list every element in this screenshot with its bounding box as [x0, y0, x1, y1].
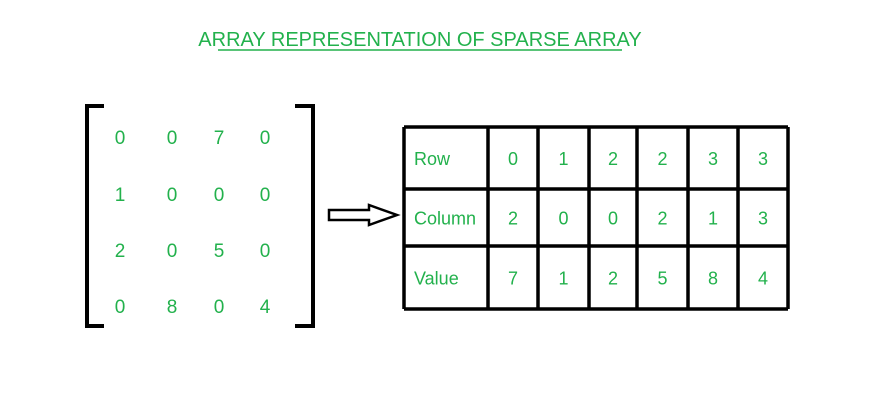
matrix-cell: 0	[214, 185, 225, 206]
table-cell: 0	[508, 149, 518, 169]
table-cell: 2	[657, 209, 667, 229]
matrix-cell: 0	[260, 185, 271, 206]
table-cell: 3	[758, 149, 768, 169]
table-cell: 2	[608, 269, 618, 289]
table-cell: 4	[758, 269, 768, 289]
table-cell: 2	[508, 209, 518, 229]
table-row-label: Value	[414, 269, 459, 289]
matrix-cell: 5	[214, 241, 225, 262]
sparse-matrix: 0 0 7 0 1 0 0 0 2 0 5 0 0 8 0 4	[115, 128, 271, 318]
table-cell: 2	[608, 149, 618, 169]
right-bracket	[295, 104, 315, 328]
table-row-label: Column	[414, 209, 476, 229]
table-cell: 1	[558, 149, 568, 169]
table-cell: 7	[508, 269, 518, 289]
table-cell: 0	[558, 209, 568, 229]
matrix-cell: 0	[167, 128, 178, 149]
matrix-cell: 0	[115, 297, 126, 318]
matrix-cell: 7	[214, 128, 225, 149]
matrix-cell: 8	[167, 297, 178, 318]
matrix-cell: 2	[115, 241, 126, 262]
matrix-cell: 0	[167, 241, 178, 262]
matrix-cell: 0	[260, 128, 271, 149]
matrix-brackets	[85, 104, 315, 328]
left-bracket	[85, 104, 104, 328]
matrix-cell: 0	[115, 128, 126, 149]
matrix-cell: 4	[260, 297, 271, 318]
table-cell: 3	[708, 149, 718, 169]
matrix-cell: 0	[214, 297, 225, 318]
table-cell: 5	[657, 269, 667, 289]
table-cell: 1	[558, 269, 568, 289]
right-arrow-icon	[327, 203, 401, 227]
matrix-cell: 0	[260, 241, 271, 262]
table-row-label: Row	[414, 149, 451, 169]
table-cell: 1	[708, 209, 718, 229]
matrix-cell: 1	[115, 185, 126, 206]
table-cell: 3	[758, 209, 768, 229]
matrix-cell: 0	[167, 185, 178, 206]
representation-table: Row 0 1 2 2 3 3 Column 2 0 0 2 1 3 Value 7 1 2 5 8 4	[402, 125, 790, 311]
table-cell: 8	[708, 269, 718, 289]
table-cell: 0	[608, 209, 618, 229]
diagram-title: ARRAY REPRESENTATION OF SPARSE ARRAY	[198, 29, 641, 51]
table-cell: 2	[657, 149, 667, 169]
